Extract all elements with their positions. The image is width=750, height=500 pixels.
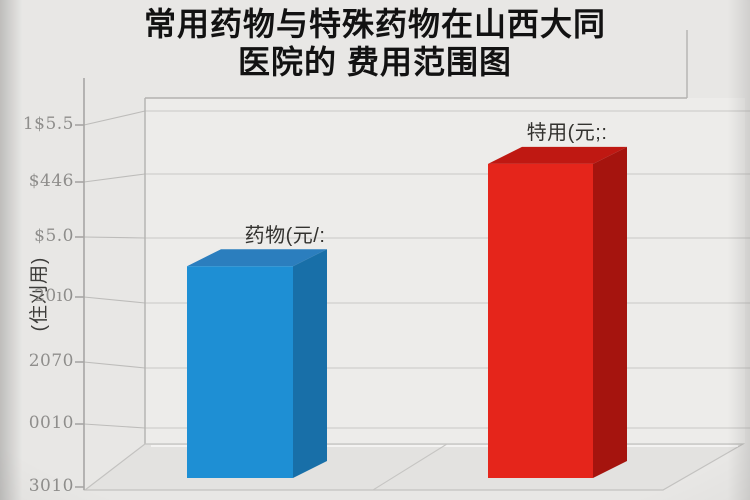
y-tick-label: $446 [28, 171, 74, 191]
tick-connectors [83, 110, 146, 429]
bar-special-drug-side-face [593, 146, 627, 478]
plot-borders [144, 30, 688, 444]
y-tick-label: 20ı0 [34, 286, 74, 306]
chart-title: 常用药物与特殊药物在山西大同 医院的 费用范围图 [0, 5, 750, 81]
bar-common-drug-front-face [187, 266, 293, 478]
y-tick-label: 0010 [28, 413, 74, 433]
chart-floor [83, 443, 746, 491]
chart-title-line2: 医院的 费用范围图 [238, 44, 512, 80]
y-tick-label: 2070 [28, 351, 74, 371]
y-tick-label: 1$5.5 [22, 114, 74, 134]
y-tick-label: $5.0 [34, 226, 74, 246]
bar-special-drug-top-face [488, 146, 627, 164]
floor-seam [372, 443, 448, 491]
bar-common-drug-side-face [293, 249, 327, 478]
bar-special-drug-front-face [488, 163, 593, 478]
y-axis [75, 78, 85, 490]
bar-label-common-drug: 药物(元/: [244, 225, 326, 247]
bar-label-special-drug: 特用(元;: [526, 122, 608, 144]
y-tick-label: 3010 [28, 476, 74, 496]
bars [187, 146, 627, 478]
chart-title-line1: 常用药物与特殊药物在山西大同 [143, 6, 606, 42]
bar-common-drug-top-face [187, 249, 327, 267]
